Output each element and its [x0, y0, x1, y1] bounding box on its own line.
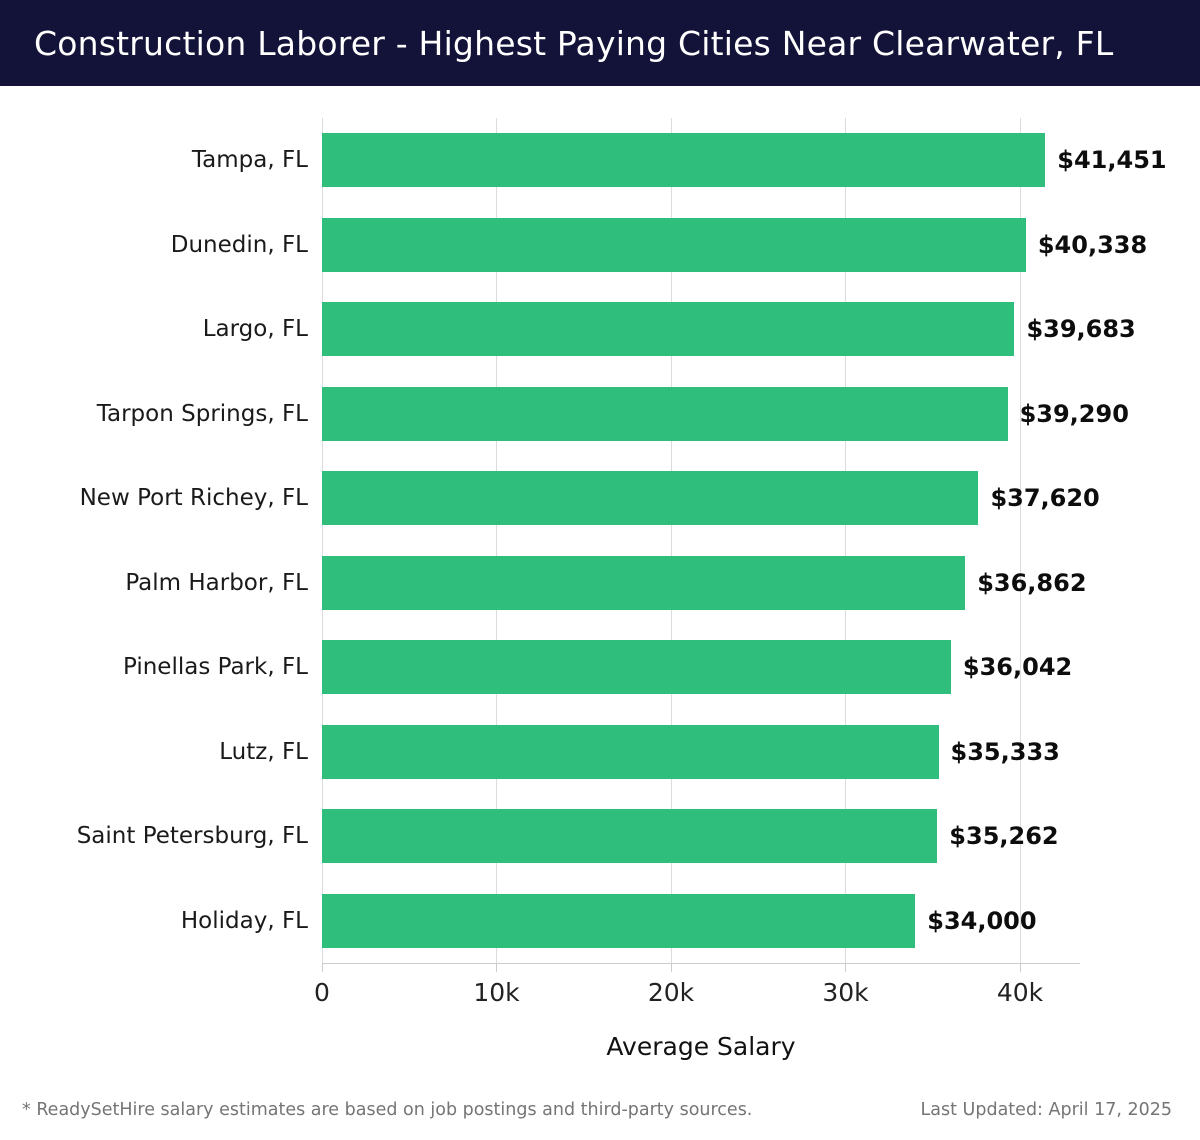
x-axis-line [322, 963, 1080, 964]
chart-header: Construction Laborer - Highest Paying Ci… [0, 0, 1200, 86]
category-label: Palm Harbor, FL [125, 569, 308, 596]
footer: * ReadySetHire salary estimates are base… [0, 1100, 1200, 1120]
x-tick-mark [322, 964, 323, 972]
bar [322, 640, 951, 695]
bar [322, 724, 939, 779]
bar-value-label: $39,683 [1026, 315, 1136, 344]
bar [322, 809, 938, 864]
x-tick-label: 40k [996, 978, 1044, 1007]
x-axis-tick-labels: 0 10k 20k 30k 40k [314, 978, 1080, 1012]
bar-value-label: $39,290 [1019, 399, 1129, 428]
x-axis-title: Average Salary [606, 1032, 796, 1061]
category-label: Largo, FL [202, 316, 308, 343]
category-label: New Port Richey, FL [79, 485, 308, 512]
bar [322, 471, 979, 526]
category-label: Tarpon Springs, FL [96, 400, 308, 427]
bar-value-label: $41,451 [1057, 146, 1167, 175]
bar-value-label: $35,262 [949, 822, 1059, 851]
gridline [845, 118, 847, 963]
bar-value-label: $40,338 [1037, 230, 1148, 259]
chart-title: Construction Laborer - Highest Paying Ci… [34, 23, 1114, 63]
bar-value-label: $35,333 [950, 737, 1060, 766]
plot-area: $41,451 $40,338 $39,683 $39,290 $37,620 $36,8… [322, 118, 1167, 972]
bar-value-label: $37,620 [990, 484, 1100, 513]
bar [322, 302, 1015, 357]
x-tick-mark [1019, 964, 1021, 972]
bar [322, 217, 1026, 272]
bar [322, 386, 1008, 441]
x-tick-mark [496, 964, 498, 972]
gridline [322, 118, 323, 963]
x-tick-label: 0 [314, 978, 330, 1007]
gridline [1019, 118, 1021, 963]
last-updated: Last Updated: April 17, 2025 [920, 1100, 1172, 1120]
bar-value-label: $36,862 [977, 568, 1087, 597]
category-label: Holiday, FL [180, 907, 308, 934]
x-tick-label: 30k [822, 978, 869, 1007]
gridline [496, 118, 498, 963]
x-tick-mark [670, 964, 672, 972]
category-label: Dunedin, FL [170, 231, 308, 258]
category-label: Saint Petersburg, FL [76, 823, 308, 850]
category-label: Tampa, FL [191, 147, 308, 174]
bar-value-label: $36,042 [962, 653, 1073, 682]
x-tick-mark [845, 964, 847, 972]
y-axis-category-labels: Tampa, FL Dunedin, FL Largo, FL Tarpon Spri… [0, 118, 308, 963]
gridline [670, 118, 672, 963]
x-tick-label: 20k [647, 978, 695, 1007]
bar [322, 555, 966, 610]
source-note: * ReadySetHire salary estimates are base… [22, 1100, 753, 1120]
bar-value-label: $34,000 [927, 906, 1037, 935]
x-tick-label: 10k [473, 978, 520, 1007]
bar [322, 133, 1046, 188]
category-label: Pinellas Park, FL [122, 654, 308, 681]
bar [322, 893, 916, 948]
category-label: Lutz, FL [219, 738, 308, 765]
